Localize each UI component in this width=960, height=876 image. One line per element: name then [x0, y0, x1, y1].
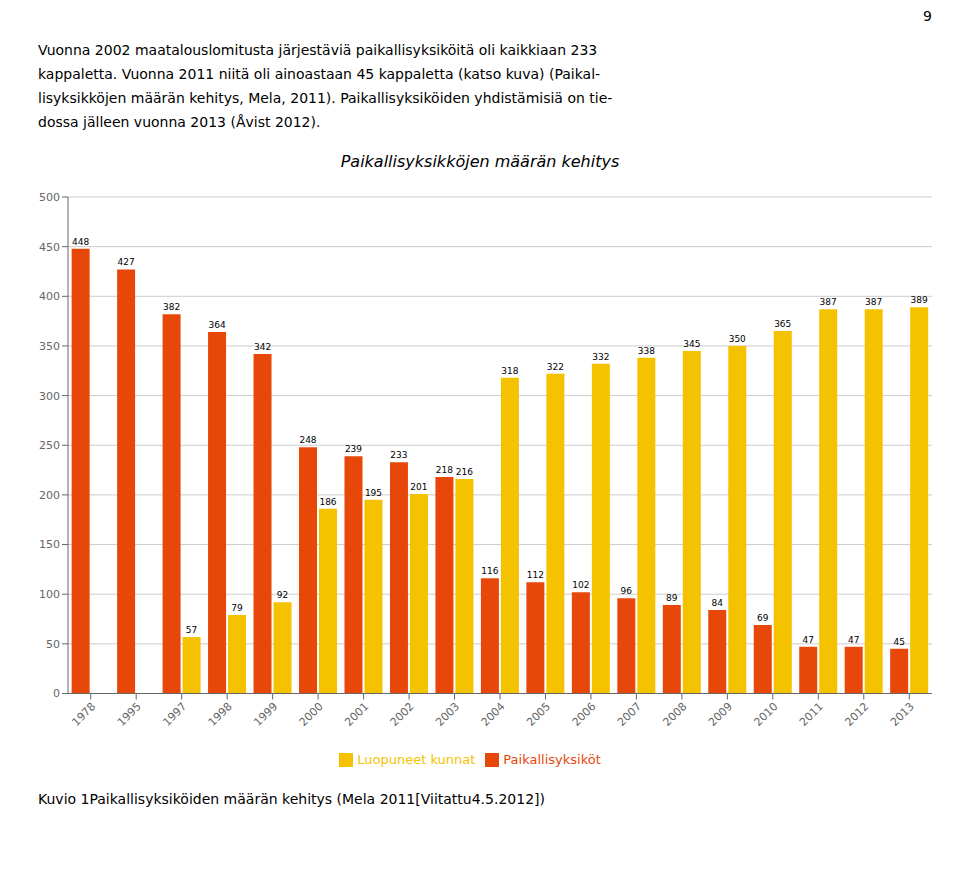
svg-text:2003: 2003 [433, 700, 462, 729]
svg-text:500: 500 [39, 191, 60, 204]
svg-text:2002: 2002 [388, 700, 417, 729]
svg-text:350: 350 [729, 334, 746, 344]
svg-text:102: 102 [572, 580, 589, 590]
svg-text:2009: 2009 [706, 700, 735, 729]
svg-text:112: 112 [527, 570, 544, 580]
html-text:Luopuneet kunnat: Luopuneet kunnat [357, 751, 476, 767]
svg-text:364: 364 [208, 320, 225, 330]
svg-text:96: 96 [621, 586, 633, 596]
html-text:Paikallisyksikköjen määrän keh: Paikallisyksikköjen määrän kehitys [340, 152, 620, 171]
svg-text:69: 69 [757, 613, 769, 623]
svg-text:57: 57 [186, 625, 197, 635]
svg-text:332: 332 [592, 352, 609, 362]
svg-text:2001: 2001 [342, 700, 371, 729]
svg-text:45: 45 [893, 637, 904, 647]
svg-text:1995: 1995 [115, 700, 144, 729]
svg-text:427: 427 [118, 257, 135, 267]
svg-text:100: 100 [39, 588, 60, 601]
svg-text:1999: 1999 [251, 700, 280, 729]
svg-text:2006: 2006 [570, 700, 599, 729]
svg-text:2004: 2004 [479, 700, 508, 729]
svg-text:2005: 2005 [524, 700, 553, 729]
html-text:dossa jälleen vuonna 2013 (Åvi: dossa jälleen vuonna 2013 (Åvist 2012). [38, 114, 321, 130]
svg-text:448: 448 [72, 237, 89, 247]
svg-text:116: 116 [481, 566, 498, 576]
svg-text:400: 400 [39, 290, 60, 303]
svg-text:2000: 2000 [297, 700, 326, 729]
svg-text:2007: 2007 [615, 700, 644, 729]
svg-text:389: 389 [911, 295, 928, 305]
svg-text:248: 248 [299, 435, 316, 445]
svg-text:239: 239 [345, 444, 362, 454]
svg-text:2008: 2008 [661, 700, 690, 729]
html-text:Vuonna 2002 maatalouslomitusta: Vuonna 2002 maatalouslomitusta järjestäv… [38, 42, 598, 58]
svg-text:47: 47 [848, 635, 859, 645]
svg-text:233: 233 [390, 450, 407, 460]
svg-text:2012: 2012 [842, 700, 871, 729]
svg-text:200: 200 [39, 489, 60, 502]
svg-text:201: 201 [410, 482, 427, 492]
svg-text:2011: 2011 [797, 700, 826, 729]
svg-text:186: 186 [319, 497, 336, 507]
svg-text:216: 216 [456, 467, 473, 477]
svg-text:387: 387 [865, 297, 882, 307]
html-text:Kuvio 1Paikallisyksiköiden mää: Kuvio 1Paikallisyksiköiden määrän kehity… [38, 791, 545, 807]
svg-text:250: 250 [39, 439, 60, 452]
svg-text:382: 382 [163, 302, 180, 312]
svg-text:47: 47 [802, 635, 813, 645]
svg-text:342: 342 [254, 342, 271, 352]
svg-text:1978: 1978 [69, 700, 98, 729]
svg-text:387: 387 [820, 297, 837, 307]
html-text:kappaletta. Vuonna 2011 niitä: kappaletta. Vuonna 2011 niitä oli ainoas… [38, 66, 601, 82]
html-text:lisyksikköjen määrän kehitys,: lisyksikköjen määrän kehitys, Mela, 2011… [38, 90, 613, 106]
svg-text:322: 322 [547, 362, 564, 372]
svg-text:2013: 2013 [888, 700, 917, 729]
svg-text:1997: 1997 [160, 700, 189, 729]
html-text:9: 9 [923, 8, 932, 24]
svg-text:345: 345 [683, 339, 700, 349]
svg-text:195: 195 [365, 488, 382, 498]
html-text:Paikallisyksiköt: Paikallisyksiköt [503, 751, 601, 767]
svg-text:350: 350 [39, 340, 60, 353]
svg-text:50: 50 [46, 638, 60, 651]
svg-text:150: 150 [39, 538, 60, 551]
svg-text:450: 450 [39, 241, 60, 254]
svg-text:218: 218 [436, 465, 453, 475]
svg-text:338: 338 [638, 346, 655, 356]
svg-text:0: 0 [53, 687, 60, 700]
svg-text:84: 84 [712, 598, 724, 608]
svg-text:300: 300 [39, 390, 60, 403]
svg-text:365: 365 [774, 319, 791, 329]
svg-text:92: 92 [277, 590, 288, 600]
svg-text:318: 318 [501, 366, 518, 376]
svg-text:2010: 2010 [751, 700, 780, 729]
svg-text:89: 89 [666, 593, 678, 603]
svg-text:79: 79 [231, 603, 243, 613]
svg-text:1998: 1998 [206, 700, 235, 729]
